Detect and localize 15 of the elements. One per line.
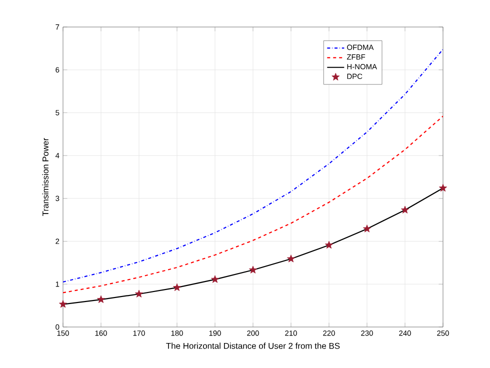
point	[59, 300, 67, 308]
point	[363, 224, 371, 232]
point	[401, 206, 409, 214]
point	[211, 275, 219, 283]
point	[173, 283, 181, 291]
point	[135, 290, 143, 298]
line-series	[63, 48, 444, 283]
point	[439, 184, 447, 192]
point	[325, 240, 333, 249]
y-axis-title: Transimission Power	[42, 138, 48, 216]
point	[287, 254, 295, 262]
point	[97, 295, 105, 303]
line-series	[63, 116, 444, 294]
x-axis-title: The Horizontal Distance of User 2 from the BS	[166, 342, 340, 349]
point	[249, 266, 257, 274]
